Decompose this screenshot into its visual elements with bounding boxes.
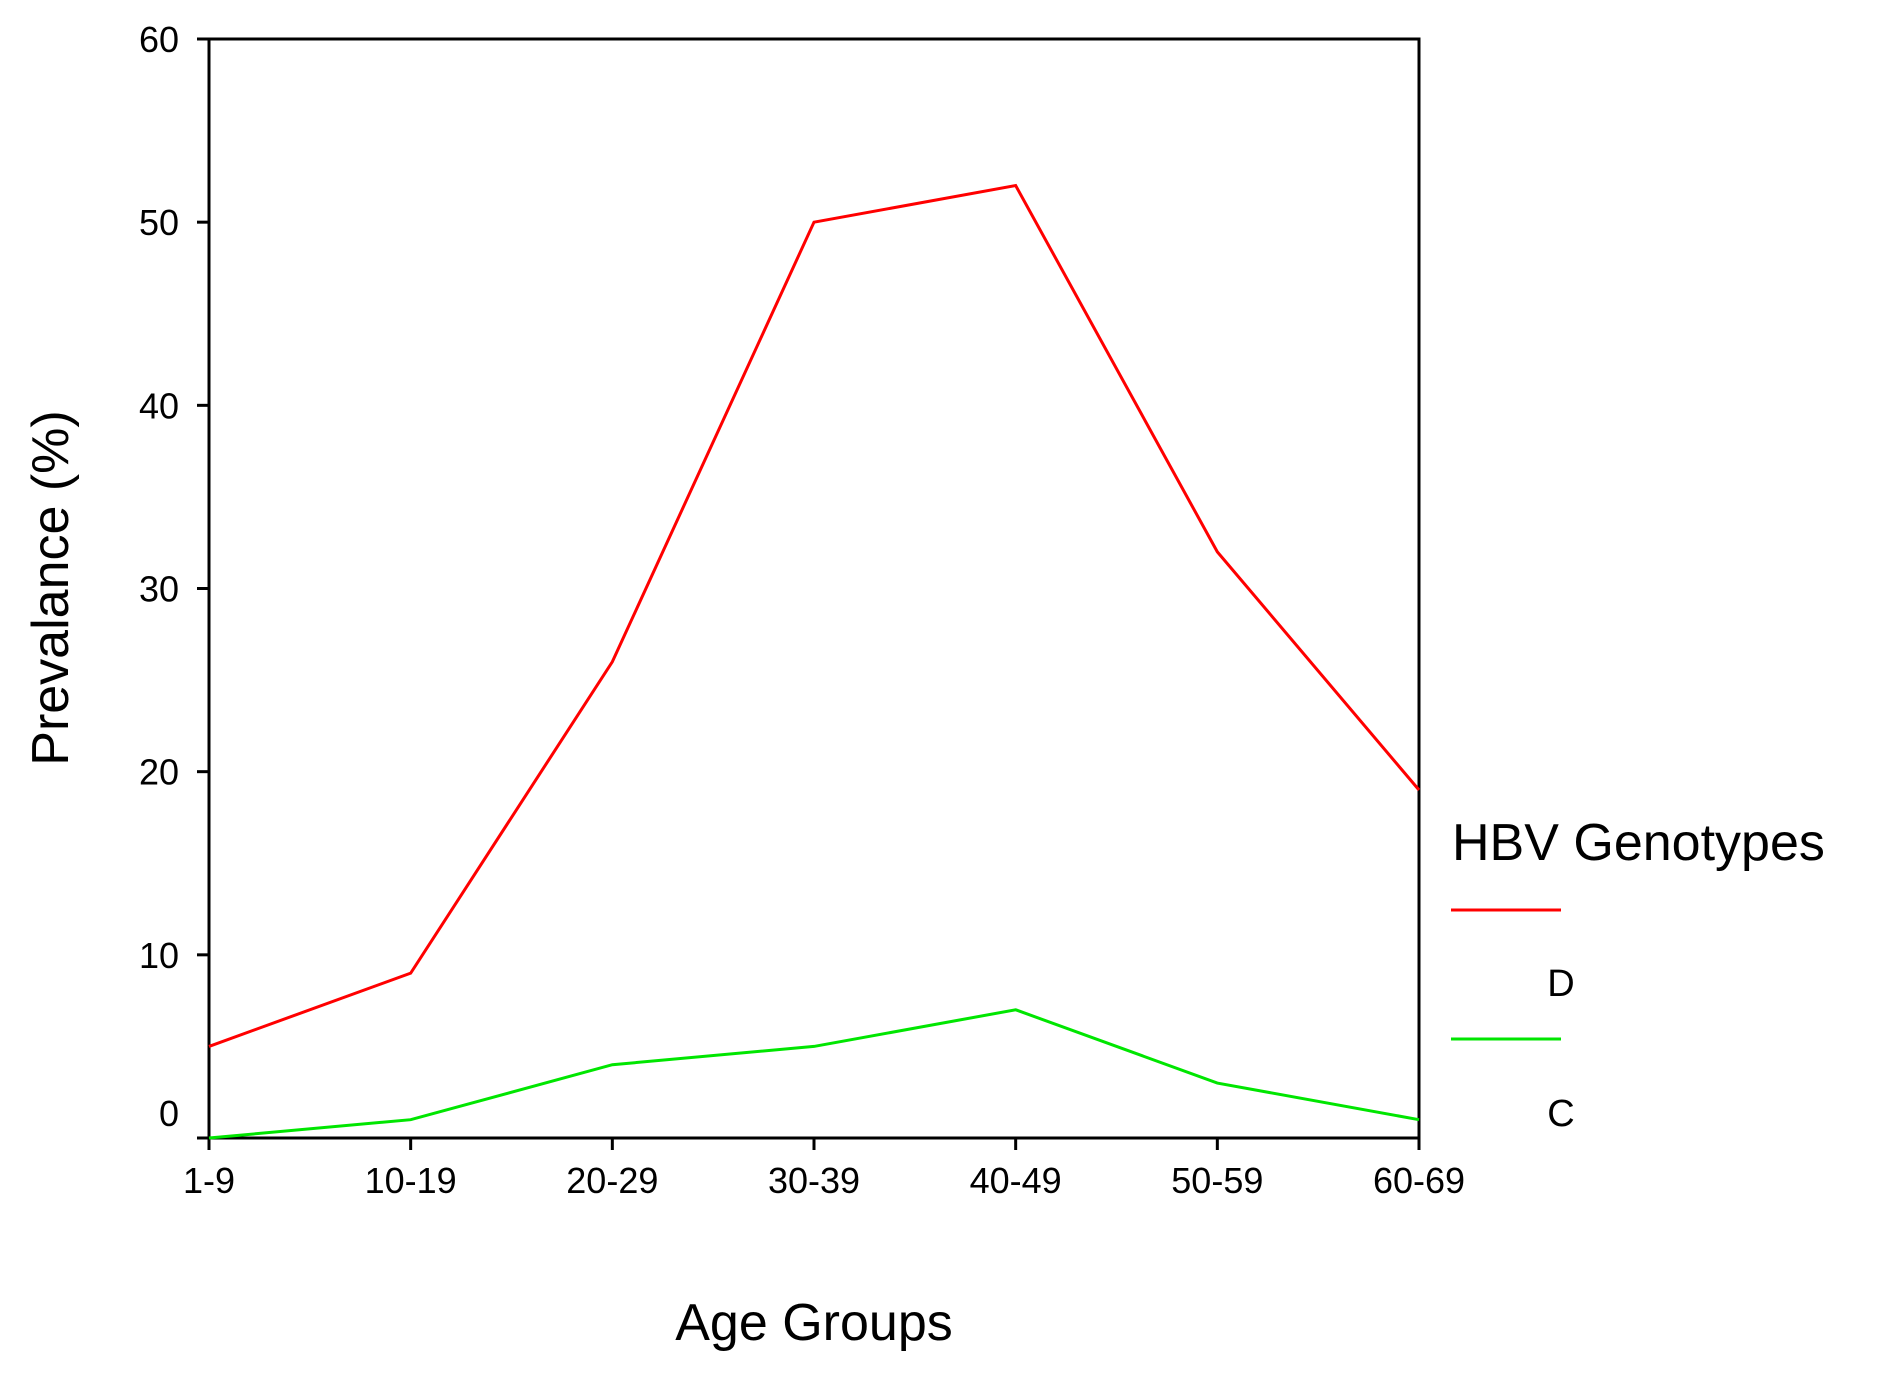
y-axis-title: Prevalance (%) bbox=[22, 410, 80, 765]
legend-title: HBV Genotypes bbox=[1452, 814, 1825, 872]
x-tick-label: 20-29 bbox=[566, 1160, 658, 1201]
x-tick-label: 10-19 bbox=[365, 1160, 457, 1201]
y-tick-label: 40 bbox=[139, 385, 179, 426]
y-tick-label: 50 bbox=[139, 202, 179, 243]
y-tick-label: 0 bbox=[159, 1093, 179, 1134]
x-tick-label: 60-69 bbox=[1373, 1160, 1465, 1201]
y-axis-ticks: 0 10 20 30 40 50 60 bbox=[139, 19, 209, 1140]
series-lines bbox=[208, 183, 1421, 1140]
x-axis-ticks: 1-9 10-19 20-29 30-39 40-49 50-59 60-69 bbox=[183, 1138, 1465, 1201]
y-tick-label: 30 bbox=[139, 569, 179, 610]
series-line-d bbox=[208, 183, 1421, 1048]
series-line-c bbox=[208, 1008, 1420, 1140]
legend-label-c: C bbox=[1547, 1093, 1574, 1135]
plot-frame bbox=[207, 37, 1421, 1140]
x-tick-label: 50-59 bbox=[1171, 1160, 1263, 1201]
x-tick-label: 1-9 bbox=[183, 1160, 235, 1201]
x-tick-label: 40-49 bbox=[970, 1160, 1062, 1201]
legend-label-d: D bbox=[1547, 963, 1574, 1005]
x-axis-title: Age Groups bbox=[675, 1294, 953, 1352]
y-tick-label: 10 bbox=[139, 935, 179, 976]
y-tick-label: 60 bbox=[139, 19, 179, 60]
x-tick-label: 30-39 bbox=[768, 1160, 860, 1201]
legend: HBV Genotypes D C bbox=[1451, 814, 1825, 1135]
y-tick-label: 20 bbox=[139, 752, 179, 793]
